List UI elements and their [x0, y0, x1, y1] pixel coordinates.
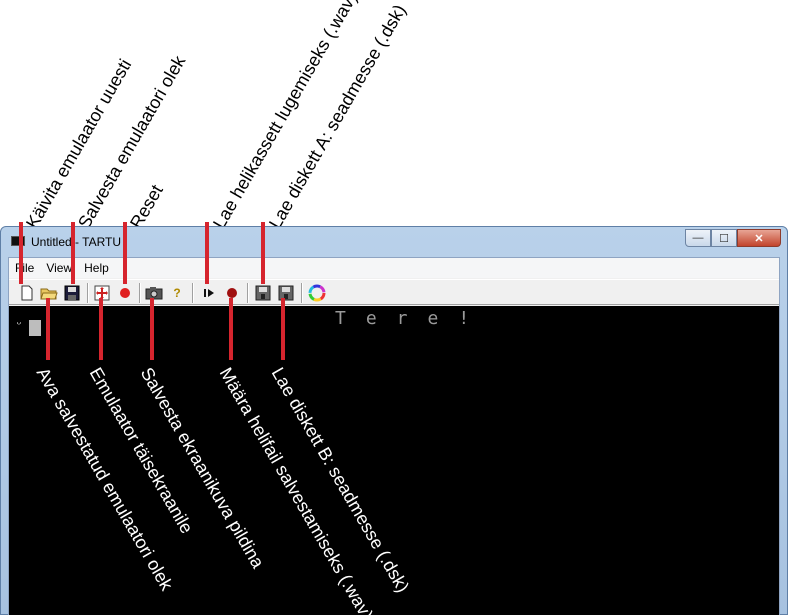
load-disk-b-button[interactable]: [276, 283, 296, 303]
menu-help[interactable]: Help: [84, 261, 109, 275]
title-bar[interactable]: Untitled - TARTU — ☐ ✕: [1, 227, 787, 257]
open-button[interactable]: [39, 283, 59, 303]
toolbar-separator: [247, 283, 249, 303]
new-button[interactable]: [17, 283, 37, 303]
save-disk-icon: [64, 285, 80, 301]
toolbar: ?: [9, 279, 779, 305]
camera-icon: [145, 287, 163, 300]
record-tape-icon: [227, 288, 237, 298]
client-area: File View Help: [8, 257, 780, 615]
pointer-fullscreen: [99, 298, 103, 360]
menu-file[interactable]: File: [15, 261, 35, 275]
screen-cursor: [29, 320, 41, 336]
help-button[interactable]: ?: [167, 283, 187, 303]
toolbar-separator: [301, 283, 303, 303]
screen-output-text: Tere!: [335, 308, 490, 329]
new-file-icon: [21, 285, 33, 301]
disk-a-icon: [255, 285, 271, 301]
pointer-reset: [123, 222, 127, 284]
record-tape-button[interactable]: [222, 283, 242, 303]
save-button[interactable]: [62, 283, 82, 303]
maximize-button[interactable]: ☐: [711, 229, 737, 247]
reset-icon: [120, 288, 130, 298]
menu-view[interactable]: View: [46, 261, 73, 275]
toolbar-separator: [87, 283, 89, 303]
help-icon: ?: [173, 286, 181, 300]
play-tape-button[interactable]: [199, 283, 219, 303]
toolbar-separator: [139, 283, 141, 303]
pointer-record: [229, 298, 233, 360]
load-disk-a-button[interactable]: [253, 283, 273, 303]
disk-b-icon: [278, 285, 294, 301]
window-title: Untitled - TARTU: [31, 235, 122, 249]
emulator-screen[interactable]: Tere! ᵕ: [9, 306, 779, 615]
app-icon: [11, 236, 25, 246]
emulator-window: Untitled - TARTU — ☐ ✕ File View Help: [0, 226, 788, 615]
pointer-play-tape: [205, 222, 209, 284]
pointer-disk-b: [281, 298, 285, 360]
close-button[interactable]: ✕: [737, 229, 781, 247]
screenshot-button[interactable]: [144, 283, 164, 303]
fullscreen-button[interactable]: [92, 283, 112, 303]
annotation-reset: Reset: [126, 181, 167, 232]
pointer-open: [46, 298, 50, 360]
color-wheel-icon: [308, 284, 326, 302]
pointer-screenshot: [150, 298, 154, 360]
screen-prompt: ᵕ: [15, 318, 23, 333]
pointer-new: [19, 222, 23, 284]
reset-button[interactable]: [115, 283, 135, 303]
pointer-save: [71, 222, 75, 284]
minimize-button[interactable]: —: [685, 229, 711, 247]
pointer-disk-a: [261, 222, 265, 284]
open-folder-icon: [40, 288, 58, 300]
fullscreen-icon: [94, 285, 110, 301]
palette-button[interactable]: [307, 283, 327, 303]
toolbar-separator: [192, 283, 194, 303]
play-tape-icon: [204, 289, 214, 297]
